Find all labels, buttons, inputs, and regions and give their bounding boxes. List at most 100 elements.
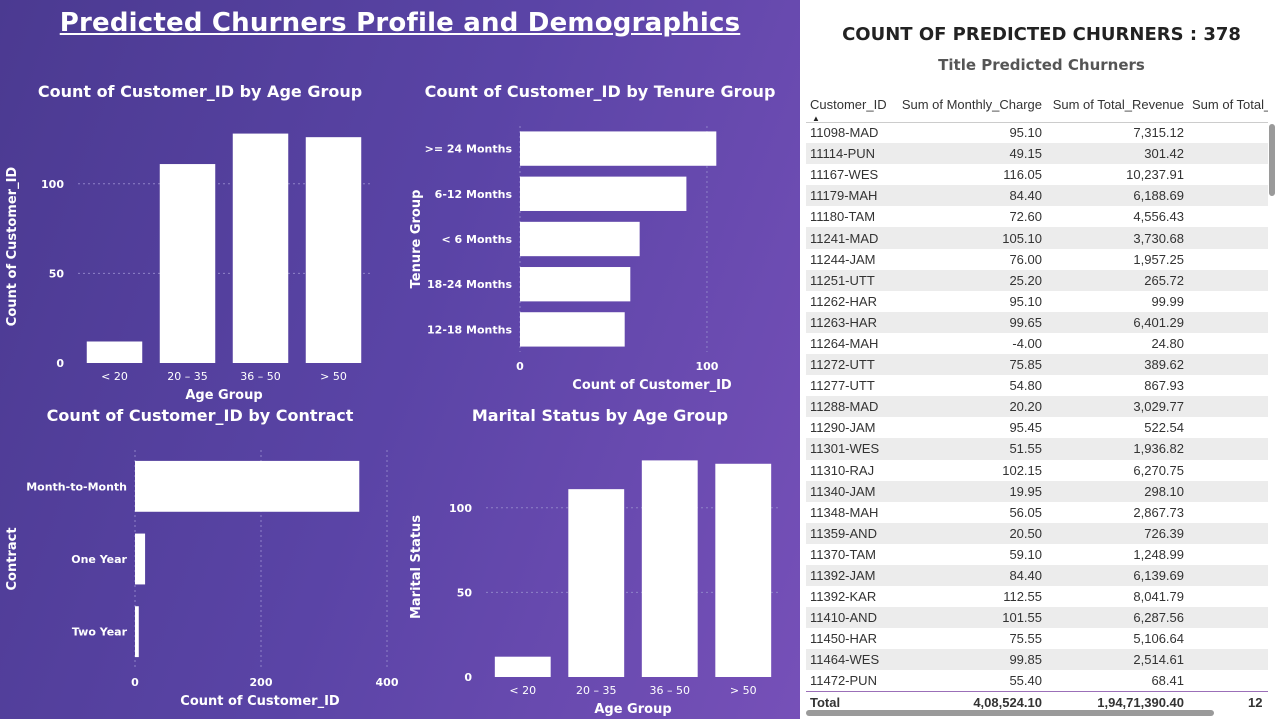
cell-customer-id: 11244-JAM <box>810 251 876 267</box>
cell-monthly-charge: 55.40 <box>1009 673 1042 689</box>
cell-total-partial <box>1188 354 1268 376</box>
cell-total-partial <box>1188 396 1268 418</box>
cell-total-revenue: 3,029.77 <box>1046 396 1188 418</box>
cell-monthly-charge: 76.00 <box>1009 251 1042 267</box>
cell-monthly-charge: 95.45 <box>1009 420 1042 436</box>
bar <box>520 267 631 302</box>
cell-monthly-charge: 72.60 <box>1009 209 1042 225</box>
column-header-label: Customer_ID <box>810 97 887 112</box>
sort-ascending-icon: ▲ <box>812 114 820 122</box>
churners-table-container[interactable]: Customer_ID ▲ Sum of Monthly_Charge Sum … <box>806 90 1268 710</box>
vertical-scrollbar-thumb[interactable] <box>1269 124 1275 196</box>
bar <box>520 312 625 347</box>
y-axis-label: Contract <box>5 527 20 590</box>
cell-monthly-charge: 116.05 <box>1003 167 1042 183</box>
x-axis-label: Count of Customer_ID <box>572 378 732 393</box>
y-tick-label: One Year <box>71 553 127 566</box>
cell-customer-id: 11392-KAR <box>810 589 877 605</box>
table-row[interactable]: 11098-MAD 95.10 7,315.12 <box>806 122 1268 143</box>
cell-monthly-charge: 99.85 <box>894 649 1046 671</box>
cell-customer-id: 11251-UTT <box>806 269 894 291</box>
cell-monthly-charge: 112.55 <box>1003 589 1042 605</box>
table-row[interactable]: 11277-UTT 54.80 867.93 <box>806 375 1268 396</box>
table-row[interactable]: 11392-KAR 112.55 8,041.79 <box>806 586 1268 607</box>
cell-total-partial <box>1188 143 1268 165</box>
y-axis-label: Count of Customer_ID <box>5 167 20 327</box>
bar <box>135 533 146 585</box>
y-tick-label: >= 24 Months <box>425 143 513 156</box>
table-row[interactable]: 11472-PUN 55.40 68.41 <box>806 670 1268 691</box>
table-row[interactable]: 11167-WES 116.05 10,237.91 <box>806 164 1268 185</box>
cell-customer-id: 11310-RAJ <box>810 462 875 478</box>
cell-monthly-charge: 19.95 <box>894 480 1046 502</box>
table-row[interactable]: 11288-MAD 20.20 3,029.77 <box>806 396 1268 418</box>
table-row[interactable]: 11410-AND 101.55 6,287.56 <box>806 607 1268 629</box>
cell-total-partial <box>1188 291 1268 312</box>
column-header-total-partial[interactable]: Sum of Total_ <box>1188 90 1268 123</box>
y-axis-label: Marital Status <box>409 515 424 619</box>
cell-total-revenue: 7,315.12 <box>1133 125 1184 141</box>
cell-total-partial <box>1188 480 1268 502</box>
table-row[interactable]: 11450-HAR 75.55 5,106.64 <box>806 628 1268 649</box>
table-row[interactable]: 11348-MAH 56.05 2,867.73 <box>806 502 1268 523</box>
cell-customer-id: 11464-WES <box>806 649 894 671</box>
table-row[interactable]: 11264-MAH -4.00 24.80 <box>806 333 1268 354</box>
y-tick-label: 50 <box>457 586 473 599</box>
cell-customer-id: 11167-WES <box>810 167 879 183</box>
table-row[interactable]: 11359-AND 20.50 726.39 <box>806 522 1268 544</box>
cell-customer-id: 11340-JAM <box>806 480 894 502</box>
table-row[interactable]: 11263-HAR 99.65 6,401.29 <box>806 311 1268 333</box>
table-row[interactable]: 11301-WES 51.55 1,936.82 <box>806 438 1268 460</box>
tenure-group-chart[interactable]: Count of Customer_ID by Tenure Group 0 10… <box>400 80 800 400</box>
cell-customer-id: 11263-HAR <box>806 311 894 333</box>
y-tick-label: Two Year <box>72 626 128 639</box>
bar <box>305 137 362 363</box>
bar <box>641 460 698 677</box>
cell-total-partial <box>1188 586 1268 607</box>
cell-total-revenue: 68.41 <box>1151 673 1184 689</box>
cell-customer-id: 11179-MAH <box>806 185 894 207</box>
column-header-customer-id[interactable]: Customer_ID ▲ <box>806 90 894 123</box>
table-row[interactable]: 11262-HAR 95.10 99.99 <box>806 291 1268 312</box>
table-row[interactable]: 11180-TAM 72.60 4,556.43 <box>806 206 1268 227</box>
horizontal-scrollbar[interactable] <box>806 709 1266 717</box>
total-label: Total <box>806 691 894 710</box>
cell-total-partial <box>1188 502 1268 523</box>
age-group-chart[interactable]: Count of Customer_ID by Age Group 0 50 100… <box>0 80 400 403</box>
table-row[interactable]: 11370-TAM 59.10 1,248.99 <box>806 544 1268 565</box>
column-header-monthly-charge[interactable]: Sum of Monthly_Charge <box>894 90 1046 123</box>
y-tick-label: 6-12 Months <box>435 188 513 201</box>
y-tick-label: < 6 Months <box>441 233 512 246</box>
cell-total-revenue: 3,730.68 <box>1046 227 1188 249</box>
table-row[interactable]: 11251-UTT 25.20 265.72 <box>806 269 1268 291</box>
table-row[interactable]: 11290-JAM 95.45 522.54 <box>806 417 1268 438</box>
table-row[interactable]: 11241-MAD 105.10 3,730.68 <box>806 227 1268 249</box>
cell-total-revenue: 867.93 <box>1144 378 1184 394</box>
x-tick-label: 20 – 35 <box>576 684 617 697</box>
table-row[interactable]: 11464-WES 99.85 2,514.61 <box>806 649 1268 671</box>
table-row[interactable]: 11340-JAM 19.95 298.10 <box>806 480 1268 502</box>
cell-total-partial <box>1188 249 1268 270</box>
bar <box>232 133 289 363</box>
cell-monthly-charge: -4.00 <box>1012 335 1042 351</box>
x-tick-label: 0 <box>516 360 524 373</box>
table-row[interactable]: 11114-PUN 49.15 301.42 <box>806 143 1268 165</box>
table-row[interactable]: 11244-JAM 76.00 1,957.25 <box>806 249 1268 270</box>
cell-monthly-charge: 84.40 <box>894 185 1046 207</box>
table-row[interactable]: 11310-RAJ 102.15 6,270.75 <box>806 460 1268 481</box>
cell-total-partial <box>1188 164 1268 185</box>
contract-chart[interactable]: Count of Customer_ID by Contract 0 200 400… <box>0 404 400 719</box>
horizontal-scrollbar-thumb[interactable] <box>806 710 1214 716</box>
cell-monthly-charge: 75.55 <box>1009 631 1042 647</box>
cell-monthly-charge: 56.05 <box>1009 504 1042 520</box>
tenure-group-chart-svg: 0 100 >= 24 Months 6-12 Months < 6 Months 18-… <box>409 126 732 393</box>
column-header-total-revenue[interactable]: Sum of Total_Revenue <box>1046 90 1188 123</box>
table-row[interactable]: 11392-JAM 84.40 6,139.69 <box>806 564 1268 587</box>
table-row[interactable]: 11272-UTT 75.85 389.62 <box>806 354 1268 376</box>
marital-status-chart[interactable]: Marital Status by Age Group 0 50 100 < 20 20… <box>400 404 800 719</box>
x-tick-label: 0 <box>131 676 139 689</box>
vertical-scrollbar[interactable] <box>1268 96 1276 696</box>
cell-monthly-charge: 101.55 <box>894 607 1046 629</box>
y-axis-label: Tenure Group <box>409 190 424 289</box>
table-row[interactable]: 11179-MAH 84.40 6,188.69 <box>806 185 1268 207</box>
